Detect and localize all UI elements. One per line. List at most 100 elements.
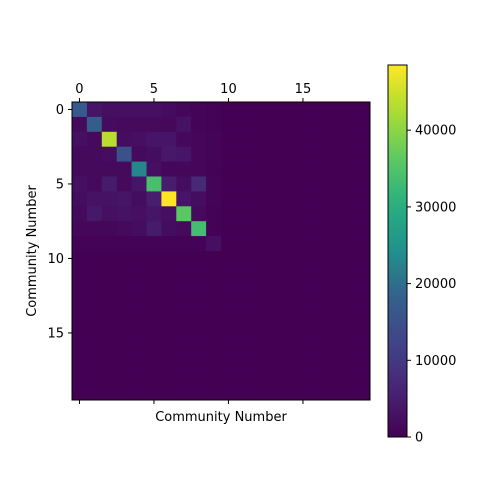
heatmap-cell	[176, 176, 192, 192]
heatmap-cell	[265, 325, 281, 341]
heatmap-cell	[310, 355, 326, 371]
heatmap-cell	[176, 102, 192, 118]
heatmap-cell	[325, 221, 341, 237]
heatmap-cell	[340, 280, 356, 297]
heatmap-cell	[131, 146, 147, 162]
heatmap-cell	[176, 310, 192, 326]
heatmap-cell	[161, 176, 177, 192]
colorbar-tick-label: 30000	[415, 200, 456, 215]
heatmap-cell	[235, 340, 252, 356]
heatmap-cell	[146, 280, 162, 297]
heatmap-cell	[310, 251, 326, 267]
x-tick-label: 0	[75, 82, 83, 97]
heatmap-cell	[340, 102, 356, 118]
heatmap-cell	[101, 102, 118, 118]
heatmap-cell	[86, 265, 103, 282]
heatmap-cell	[310, 280, 326, 297]
heatmap-cell	[206, 385, 222, 401]
heatmap-cell	[280, 161, 296, 177]
heatmap-cell	[146, 340, 162, 356]
heatmap-cell	[340, 146, 356, 162]
heatmap-cell	[265, 355, 281, 371]
heatmap-cell	[146, 310, 162, 326]
heatmap-cell	[161, 221, 177, 237]
heatmap-cell	[86, 310, 103, 326]
heatmap-cell	[280, 221, 296, 237]
heatmap-cells	[72, 102, 371, 401]
heatmap-cell	[146, 385, 162, 401]
heatmap-cell	[101, 206, 118, 222]
heatmap-cell	[355, 221, 371, 237]
heatmap-cell	[101, 370, 118, 386]
heatmap-cell	[355, 295, 371, 311]
heatmap-cell	[206, 161, 222, 177]
heatmap-cell	[235, 146, 252, 162]
heatmap-cell	[221, 102, 237, 118]
heatmap-cell	[101, 310, 118, 326]
heatmap-cell	[325, 191, 341, 207]
heatmap-cell	[176, 116, 192, 133]
heatmap-cell	[146, 191, 162, 207]
heatmap-cell	[86, 236, 103, 252]
heatmap-cell	[72, 325, 88, 341]
heatmap-cell	[72, 191, 88, 207]
heatmap-cell	[280, 176, 296, 192]
heatmap-cell	[86, 102, 103, 118]
heatmap-cell	[131, 295, 147, 311]
heatmap-cell	[235, 131, 252, 148]
heatmap-cell	[191, 176, 207, 192]
heatmap-cell	[101, 355, 118, 371]
heatmap-cell	[101, 280, 118, 297]
heatmap-cell	[355, 206, 371, 222]
heatmap-cell	[280, 340, 296, 356]
heatmap-cell	[176, 161, 192, 177]
heatmap-cell	[325, 280, 341, 297]
heatmap-cell	[235, 355, 252, 371]
heatmap-cell	[86, 191, 103, 207]
heatmap-cell	[72, 206, 88, 222]
heatmap-cell	[250, 116, 267, 133]
heatmap-cell	[355, 325, 371, 341]
heatmap-cell	[221, 295, 237, 311]
heatmap-cell	[235, 191, 252, 207]
heatmap-cell	[295, 385, 311, 401]
heatmap-cell	[131, 310, 147, 326]
heatmap-cell	[295, 340, 311, 356]
heatmap-cell	[235, 280, 252, 297]
heatmap-cell	[116, 355, 132, 371]
heatmap-cell	[191, 146, 207, 162]
heatmap-cell	[355, 146, 371, 162]
x-tick-label: 5	[150, 82, 158, 97]
heatmap-cell	[131, 221, 147, 237]
heatmap-cell	[325, 385, 341, 401]
heatmap-cell	[355, 236, 371, 252]
heatmap-cell	[235, 176, 252, 192]
heatmap-cell	[355, 265, 371, 282]
axes: 0 5 10 15 0 5 10 15	[47, 82, 311, 404]
heatmap-cell	[325, 116, 341, 133]
heatmap-cell	[72, 265, 88, 282]
y-tick-label: 10	[47, 252, 64, 267]
heatmap-cell	[72, 221, 88, 237]
heatmap-cell	[191, 161, 207, 177]
heatmap-cell	[206, 280, 222, 297]
heatmap-cell	[250, 176, 267, 192]
heatmap-cell	[146, 146, 162, 162]
heatmap-cell	[146, 221, 162, 237]
heatmap-cell	[161, 295, 177, 311]
heatmap-cell	[146, 295, 162, 311]
heatmap-cell	[116, 385, 132, 401]
heatmap-cell	[206, 131, 222, 148]
heatmap-cell	[325, 310, 341, 326]
heatmap-cell	[310, 325, 326, 341]
heatmap-cell	[131, 161, 147, 177]
heatmap-cell	[250, 310, 267, 326]
heatmap-cell	[206, 325, 222, 341]
heatmap-cell	[340, 265, 356, 282]
heatmap-cell	[355, 251, 371, 267]
heatmap-cell	[340, 206, 356, 222]
heatmap-cell	[310, 310, 326, 326]
heatmap-cell	[221, 116, 237, 133]
heatmap-cell	[191, 221, 207, 237]
heatmap-cell	[235, 325, 252, 341]
